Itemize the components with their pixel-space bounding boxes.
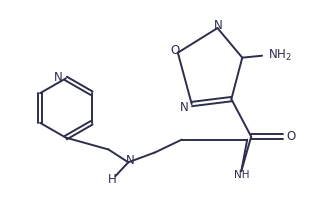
- Text: H: H: [108, 173, 117, 186]
- Text: O: O: [286, 130, 295, 143]
- Text: NH: NH: [234, 170, 249, 180]
- Text: NH$_2$: NH$_2$: [268, 48, 292, 63]
- Text: N: N: [126, 154, 135, 167]
- Text: N: N: [214, 19, 223, 32]
- Text: N: N: [54, 71, 62, 84]
- Text: N: N: [179, 100, 188, 113]
- Text: O: O: [170, 44, 180, 57]
